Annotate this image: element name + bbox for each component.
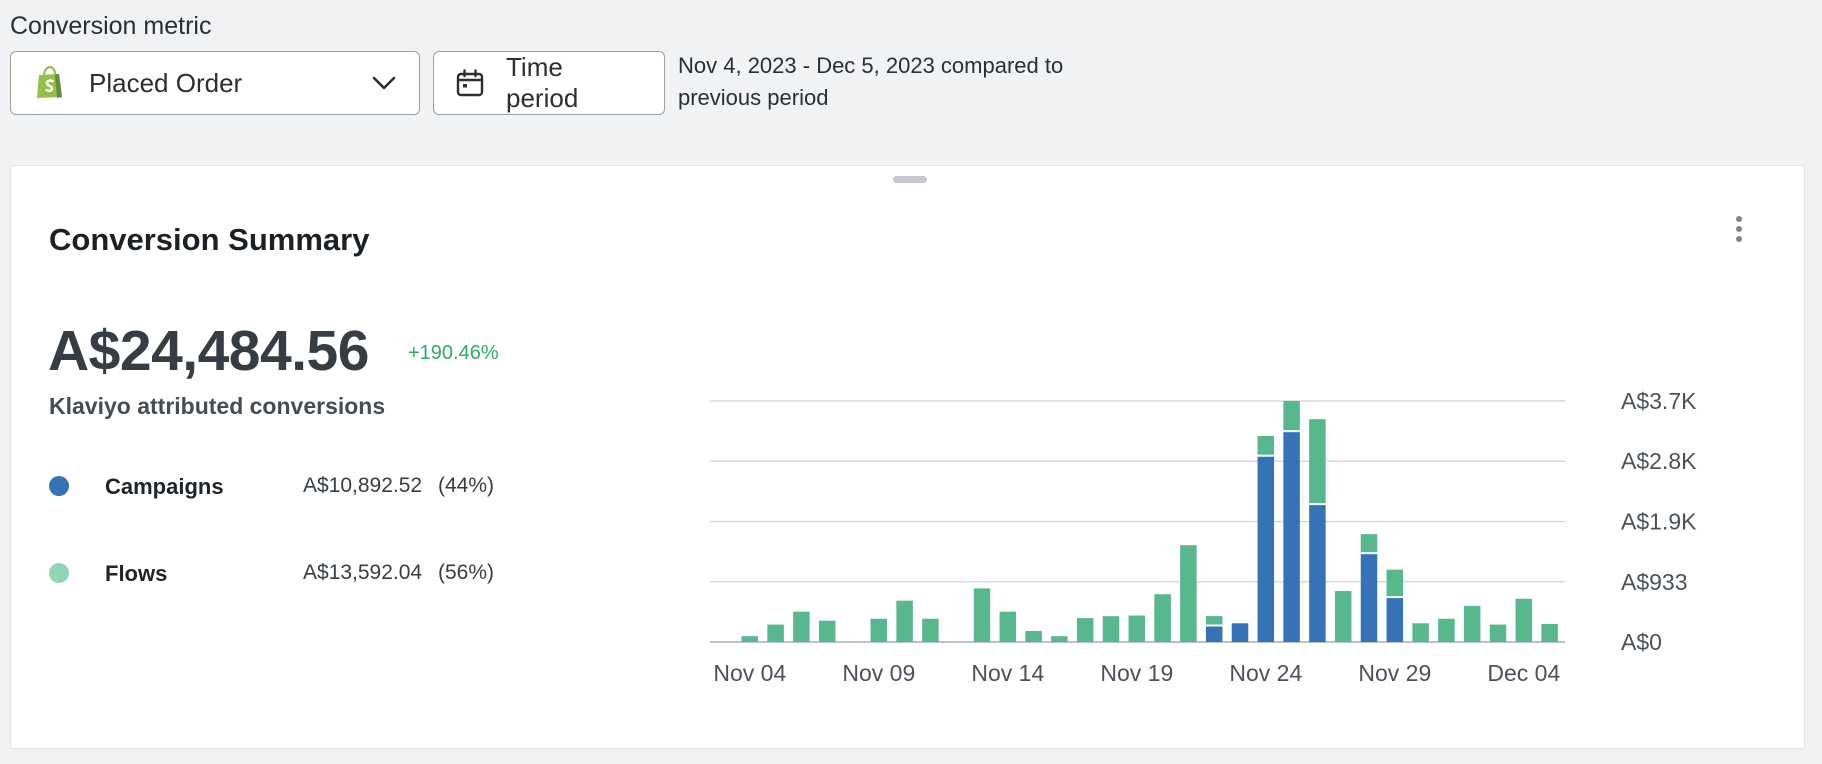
legend-percent: (44%) xyxy=(438,474,495,497)
calendar-icon xyxy=(456,69,484,97)
flows-bar xyxy=(1025,631,1042,642)
kebab-menu-icon[interactable] xyxy=(1727,212,1751,246)
conversion-summary-card: Conversion Summary A$24,484.56 +190.46% … xyxy=(10,165,1805,749)
x-tick-label: Nov 29 xyxy=(1358,660,1431,686)
selected-metric: Placed Order xyxy=(89,67,243,98)
campaigns-bar xyxy=(1309,505,1326,642)
flows-bar xyxy=(1102,616,1120,642)
flows-bar xyxy=(870,618,888,642)
flows-bar xyxy=(1205,616,1223,625)
campaigns-bar xyxy=(1360,554,1378,642)
time-period-label: Time period xyxy=(506,52,579,113)
flows-bar xyxy=(922,618,939,642)
conversion-metric-select[interactable]: Placed Order xyxy=(10,51,420,115)
legend-amount: A$13,592.04 xyxy=(303,561,423,584)
flows-bar xyxy=(1541,623,1558,642)
campaigns-bar xyxy=(1205,626,1223,642)
x-tick-label: Nov 24 xyxy=(1229,660,1302,686)
legend-item-campaigns: Campaigns A$10,892.52 (44%) xyxy=(49,471,509,501)
flows-bar xyxy=(1309,419,1326,504)
flows-bar xyxy=(767,624,784,642)
legend-name: Campaigns xyxy=(105,474,224,499)
metric-label: Conversion metric xyxy=(10,12,212,40)
y-tick-label: A$2.8K xyxy=(1621,448,1697,474)
campaigns-dot xyxy=(49,476,69,496)
flows-bar xyxy=(1076,618,1094,642)
flows-bar xyxy=(1257,435,1275,455)
y-tick-label: A$933 xyxy=(1621,569,1688,595)
flows-bar xyxy=(1515,598,1533,642)
total-conversions-value: A$24,484.56 xyxy=(48,319,369,383)
time-period-button[interactable]: Time period xyxy=(433,51,665,115)
legend-item-flows: Flows A$13,592.04 (56%) xyxy=(49,558,509,588)
conversion-bar-chart: A$0 A$933 A$1.9K A$2.8K A$3.7K Nov 04 Nov 09 No… xyxy=(710,388,1697,686)
legend-name: Flows xyxy=(105,561,168,586)
drag-handle[interactable] xyxy=(893,176,927,183)
campaigns-bar xyxy=(1386,598,1404,642)
total-change-percent: +190.46% xyxy=(408,342,499,364)
flows-bar xyxy=(1334,590,1352,642)
x-tick-label: Nov 14 xyxy=(971,660,1044,686)
flows-bar xyxy=(1180,545,1197,642)
x-tick-label: Dec 04 xyxy=(1487,660,1560,686)
legend-percent: (56%) xyxy=(438,561,495,584)
flows-bar xyxy=(1154,594,1171,642)
campaigns-bar xyxy=(1283,432,1300,642)
flows-bar xyxy=(1386,569,1404,597)
flows-bar xyxy=(741,636,759,642)
flows-bar xyxy=(999,611,1017,642)
flows-bar xyxy=(1438,618,1455,642)
flows-bar xyxy=(1051,636,1068,642)
flows-bar xyxy=(1489,624,1507,642)
legend-amount: A$10,892.52 xyxy=(303,474,423,497)
y-tick-label: A$3.7K xyxy=(1621,388,1697,414)
campaigns-bar xyxy=(1257,456,1275,642)
flows-bar xyxy=(1283,401,1300,431)
date-range-text: Nov 4, 2023 - Dec 5, 2023 compared to pr… xyxy=(678,53,1064,110)
flows-bar xyxy=(818,620,836,642)
shopify-bag-icon xyxy=(35,66,65,100)
flows-bar xyxy=(793,611,810,642)
x-tick-label: Nov 04 xyxy=(713,660,786,686)
total-caption: Klaviyo attributed conversions xyxy=(49,393,386,419)
flows-bar xyxy=(1412,623,1429,642)
flows-bar xyxy=(896,600,913,642)
y-tick-label: A$0 xyxy=(1621,629,1662,655)
flows-dot xyxy=(49,563,69,583)
x-tick-label: Nov 19 xyxy=(1100,660,1173,686)
y-tick-label: A$1.9K xyxy=(1621,509,1697,535)
card-title: Conversion Summary xyxy=(49,222,370,257)
flows-bar xyxy=(1128,615,1146,642)
chevron-down-icon xyxy=(371,75,397,91)
flows-bar xyxy=(973,588,991,642)
x-tick-label: Nov 09 xyxy=(842,660,915,686)
campaigns-bar xyxy=(1231,623,1249,642)
flows-bar xyxy=(1463,605,1481,642)
flows-bar xyxy=(1360,534,1378,553)
